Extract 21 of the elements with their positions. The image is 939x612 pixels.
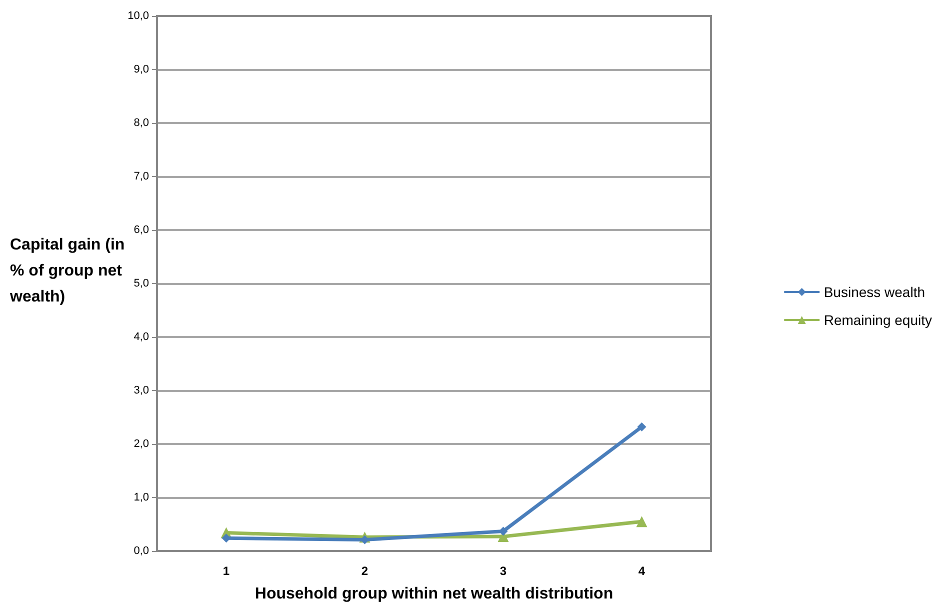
y-tick-label: 9,0	[134, 64, 149, 76]
x-axis-title: Household group within net wealth distribution	[254, 586, 614, 602]
y-tick-label: 0,0	[134, 545, 149, 557]
y-tick-label: 8,0	[134, 117, 149, 129]
x-tick-label: 2	[361, 564, 368, 578]
x-tick-label: 1	[222, 564, 230, 578]
y-tick-label: 1,0	[134, 492, 149, 504]
y-tick-label: 10,0	[128, 10, 149, 22]
legend-label: Business wealth	[824, 284, 925, 300]
y-axis-title: Capital gain (in % of group net wealth)	[9, 236, 130, 306]
y-tick-label: 7,0	[134, 170, 149, 182]
x-tick-label: 4	[638, 564, 646, 578]
y-tick-label: 3,0	[134, 384, 149, 396]
x-tick-label: 3	[500, 564, 507, 578]
point	[637, 422, 646, 432]
y-tick-label: 6,0	[134, 224, 149, 236]
point	[636, 516, 648, 528]
y-tick-label: 5,0	[134, 278, 149, 290]
legend-label: Remaining equity	[824, 312, 932, 328]
y-tick-label: 4,0	[134, 331, 149, 343]
y-tick-label: 2,0	[134, 438, 149, 450]
